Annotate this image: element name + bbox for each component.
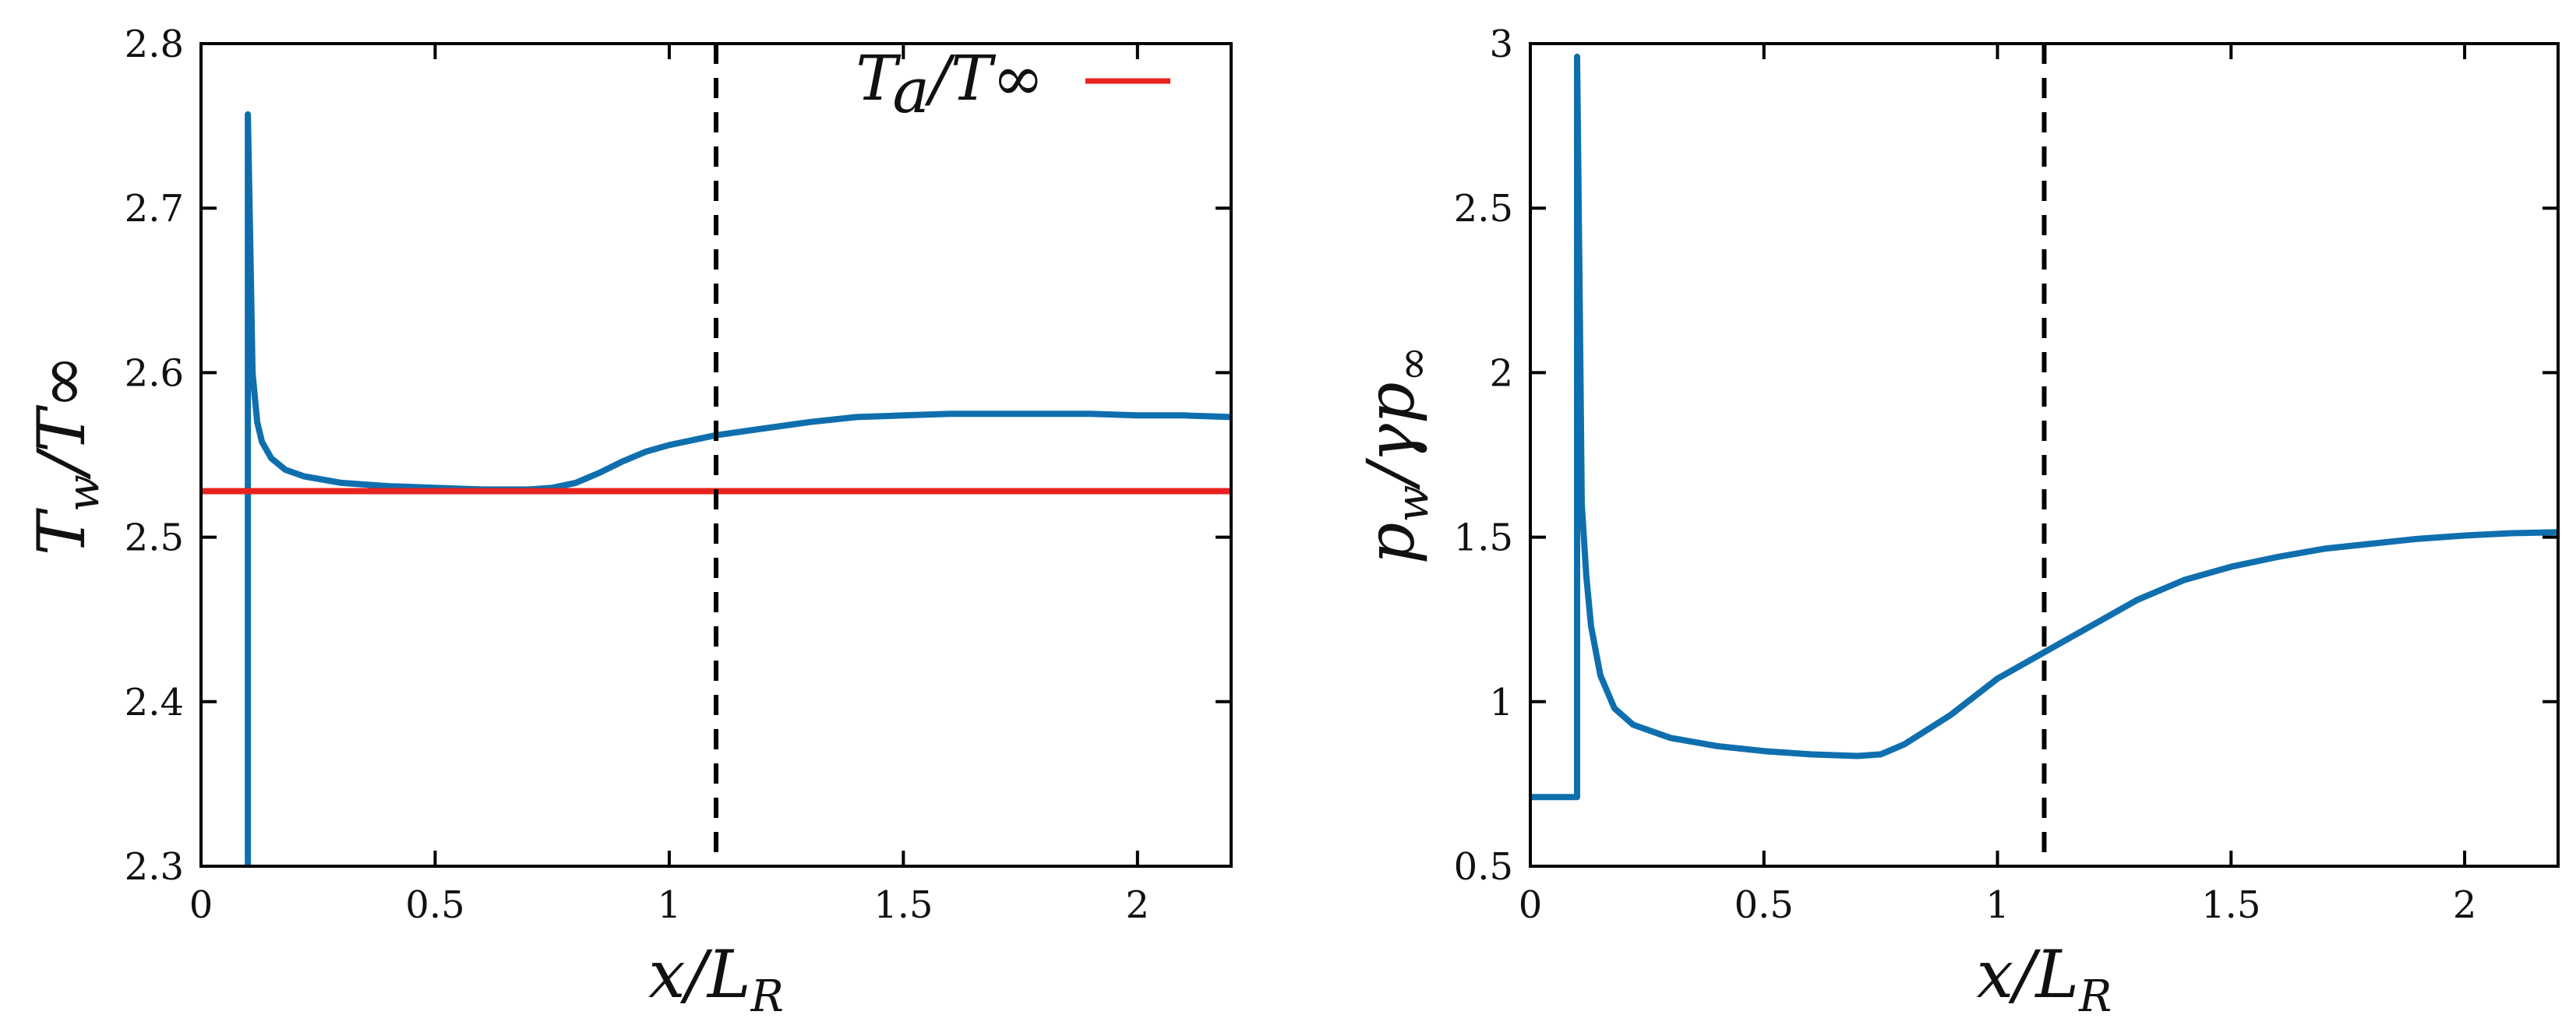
x-axis-label-sub: R <box>750 971 784 1022</box>
y-tick-label: 2.7 <box>125 187 184 231</box>
x-tick-label: 2 <box>2453 883 2477 927</box>
y-axis-label: Tw/T∞ <box>23 354 109 555</box>
x-axis-label: x/LR <box>1977 936 2112 1022</box>
y-tick-label: 3 <box>1489 23 1513 66</box>
y-axis-label-main: p <box>1353 523 1429 565</box>
series-line-main <box>245 111 1231 866</box>
x-tick-label: 1.5 <box>873 883 933 927</box>
y-tick-label: 2.8 <box>125 23 184 66</box>
plot-area <box>1530 53 2558 801</box>
y-axis-label-sub2: ∞ <box>1388 346 1438 382</box>
x-axis-label-main: x/L <box>1977 936 2079 1013</box>
x-axis-label-main: x/L <box>648 936 750 1013</box>
x-tick-label: 0.5 <box>1734 883 1794 927</box>
plot-frame <box>199 42 1233 868</box>
x-tick-label: 1 <box>1985 883 2010 927</box>
y-tick-label: 1 <box>1489 681 1513 724</box>
left-panel: 0 0.5 1 1.5 22.32.42.52.62.72.8x/LRTw/T∞Ta/T… <box>23 23 1233 1022</box>
x-tick-label: 0.5 <box>405 883 464 927</box>
y-axis-label-sub: w <box>1388 485 1438 523</box>
x-tick-label: 0 <box>189 883 213 927</box>
x-tick-label: 1.5 <box>2201 883 2260 927</box>
x-axis-label: x/LR <box>648 936 784 1022</box>
y-axis-label-rest: /T∞ <box>23 354 100 480</box>
y-tick-label: 2.3 <box>125 845 184 889</box>
x-tick-label: 0 <box>1519 883 1543 927</box>
x-tick-label: 1 <box>658 883 682 927</box>
y-tick-label: 2.5 <box>1454 187 1513 231</box>
y-tick-label: 2.5 <box>125 516 184 560</box>
y-axis-label-rest: /γp <box>1353 382 1429 490</box>
x-axis-label-sub: R <box>2078 971 2112 1022</box>
legend-label-sub: a <box>892 55 930 127</box>
plot-frame <box>1529 42 2560 868</box>
y-axis-label-sub: w <box>58 474 109 512</box>
y-tick-label: 2 <box>1489 351 1513 395</box>
legend-label: Ta/T∞ <box>856 42 1044 127</box>
y-tick-label: 0.5 <box>1454 845 1513 889</box>
legend: Ta/T∞ <box>856 42 1170 127</box>
y-tick-label: 2.4 <box>125 681 184 724</box>
legend-label-rest: /T∞ <box>924 42 1044 115</box>
y-tick-label: 1.5 <box>1454 516 1513 560</box>
x-tick-label: 2 <box>1126 883 1150 927</box>
series-line-main <box>1530 53 2558 801</box>
y-axis-label: pw/γp∞ <box>1353 346 1438 565</box>
y-tick-label: 2.6 <box>125 351 184 395</box>
y-axis-label-main: T <box>23 507 100 555</box>
